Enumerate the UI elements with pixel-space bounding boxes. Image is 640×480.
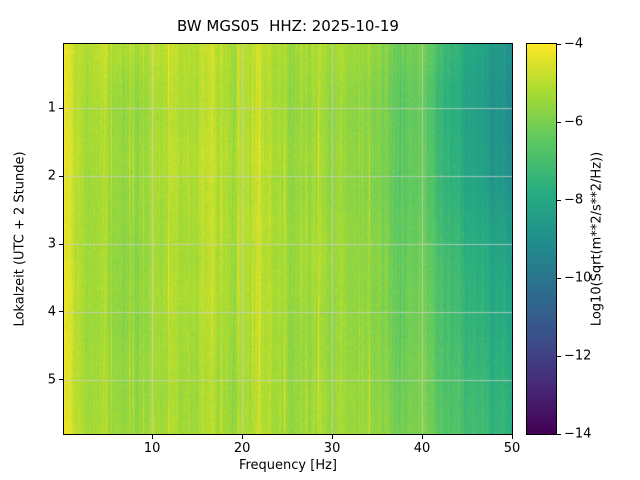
x-tick-label: 10 bbox=[143, 441, 161, 456]
x-tick-mark bbox=[331, 435, 333, 439]
x-tick-mark bbox=[421, 435, 423, 439]
x-tick-mark bbox=[511, 435, 513, 439]
y-tick-label: 5 bbox=[47, 372, 56, 388]
colorbar-tick-label: −12 bbox=[564, 348, 592, 364]
colorbar-canvas bbox=[527, 44, 556, 434]
colorbar-tick-mark bbox=[557, 199, 561, 201]
x-tick-mark bbox=[241, 435, 243, 439]
y-tick-mark bbox=[59, 175, 63, 177]
y-tick-label: 3 bbox=[47, 236, 56, 252]
y-tick-label: 2 bbox=[47, 168, 56, 184]
y-axis-label: Lokalzeit (UTC + 2 Stunde) bbox=[12, 151, 28, 327]
y-tick-mark bbox=[59, 243, 63, 245]
colorbar-tick-mark bbox=[557, 43, 561, 45]
colorbar-label: Log10(Sqrt(m**2/s**2/Hz)) bbox=[589, 151, 605, 327]
colorbar-tick-label: −4 bbox=[564, 36, 584, 52]
y-tick-mark bbox=[59, 311, 63, 313]
x-tick-mark bbox=[151, 435, 153, 439]
x-tick-label: 20 bbox=[233, 441, 251, 456]
chart-title: BW MGS05 HHZ: 2025-10-19 bbox=[177, 17, 399, 35]
colorbar-tick-mark bbox=[557, 355, 561, 357]
colorbar-tick-label: −8 bbox=[564, 192, 584, 208]
y-tick-label: 4 bbox=[47, 304, 56, 320]
spectrogram-canvas bbox=[64, 44, 512, 434]
y-tick-mark bbox=[59, 107, 63, 109]
colorbar-tick-label: −6 bbox=[564, 114, 584, 130]
colorbar-tick-mark bbox=[557, 121, 561, 123]
colorbar-tick-label: −10 bbox=[564, 270, 592, 286]
colorbar-tick-mark bbox=[557, 277, 561, 279]
x-tick-label: 30 bbox=[323, 441, 341, 456]
plot-area bbox=[63, 43, 513, 435]
x-tick-label: 40 bbox=[413, 441, 431, 456]
colorbar-tick-label: −14 bbox=[564, 426, 592, 442]
x-tick-label: 50 bbox=[503, 441, 521, 456]
y-tick-label: 1 bbox=[47, 100, 56, 116]
colorbar bbox=[526, 43, 557, 435]
colorbar-tick-mark bbox=[557, 433, 561, 435]
y-tick-mark bbox=[59, 379, 63, 381]
x-axis-label: Frequency [Hz] bbox=[238, 458, 338, 473]
